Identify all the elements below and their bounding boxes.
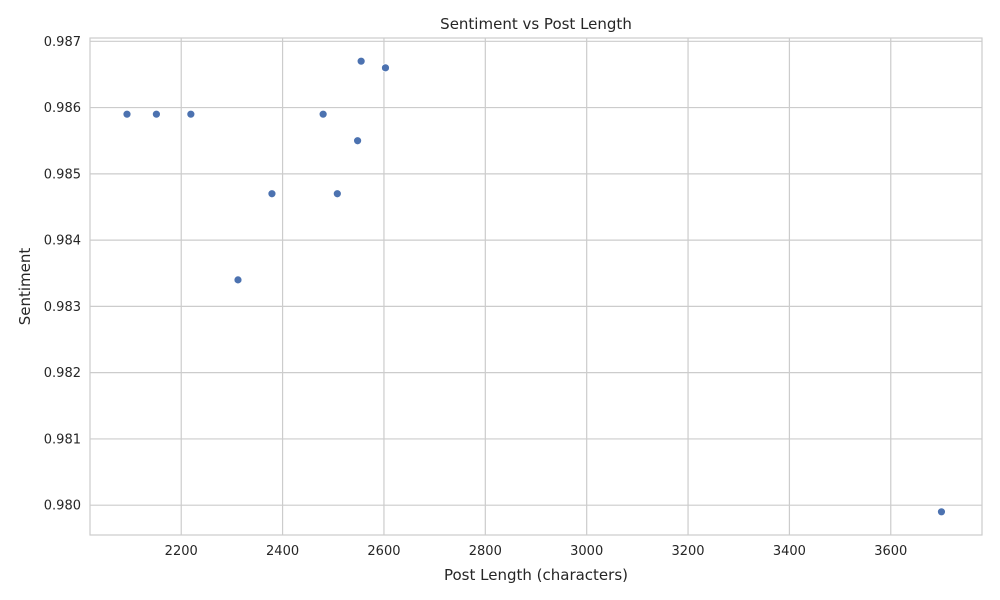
x-tick-label: 3600 [874,544,907,559]
data-point [353,136,363,146]
x-tick-label: 2200 [165,544,198,559]
y-tick-label: 0.986 [44,101,81,116]
y-tick-label: 0.981 [44,432,81,447]
y-tick-label: 0.987 [44,35,81,50]
y-tick-label: 0.984 [44,234,81,249]
data-point [122,109,132,119]
grid [90,38,982,535]
data-point [381,63,390,73]
data-point [151,109,161,119]
x-tick-label: 3200 [671,544,704,559]
y-tick-label: 0.985 [44,167,81,182]
x-tick-label: 3400 [773,544,806,559]
data-points [122,56,946,517]
y-tick-label: 0.980 [44,499,81,514]
data-point [356,56,366,66]
y-axis-title: Sentiment [16,248,34,326]
data-point [233,275,243,285]
chart-title: Sentiment vs Post Length [440,15,632,33]
x-tick-label: 3000 [570,544,603,559]
data-point [332,189,342,199]
data-point [186,109,196,119]
data-point [318,109,328,119]
x-tick-label: 2400 [266,544,299,559]
data-point [267,189,277,199]
plot-frame [89,37,983,536]
x-tick-label: 2600 [367,544,400,559]
y-tick-labels: 0.980 0.981 0.982 0.983 0.984 0.985 0.986 0.987 [44,35,81,514]
x-tick-labels: 2200 2400 2600 2800 3000 3200 3400 3600 [165,544,908,559]
data-point [937,507,946,517]
x-axis-title: Post Length (characters) [444,566,628,584]
y-tick-label: 0.983 [44,300,81,315]
x-tick-label: 2800 [469,544,502,559]
y-tick-label: 0.982 [44,366,81,381]
